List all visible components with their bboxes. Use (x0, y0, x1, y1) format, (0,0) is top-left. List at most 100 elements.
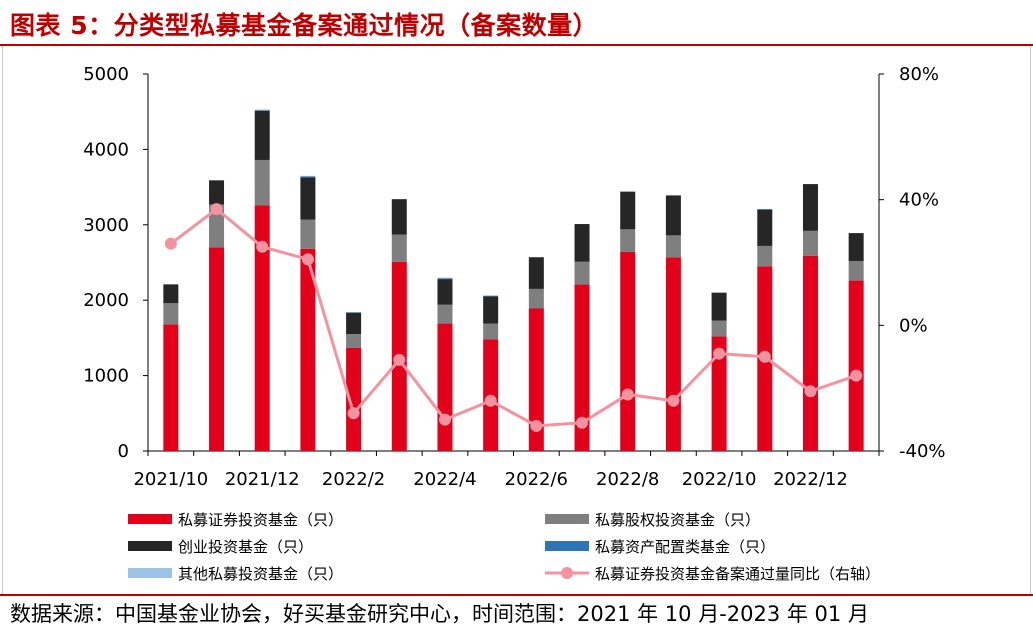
bar-segment-4 (254, 110, 270, 111)
legend-swatch (545, 514, 589, 524)
bar-segment-3 (483, 296, 499, 324)
yoy-point (210, 203, 223, 216)
legend-label: 私募证券投资基金（只） (178, 511, 343, 529)
left-axis-tick-label: 0 (118, 441, 129, 462)
bar-segment-5 (300, 175, 316, 177)
x-axis-tick-label: 2022/8 (596, 469, 659, 490)
yoy-point (301, 253, 314, 266)
bar-segment-1 (528, 308, 544, 451)
x-axis-tick-label: 2022/10 (682, 469, 757, 490)
bar-segment-1 (665, 257, 681, 451)
bar-segment-3 (346, 313, 362, 335)
yoy-point (347, 407, 360, 420)
yoy-point (667, 394, 680, 407)
bar-segment-1 (346, 347, 362, 451)
x-axis-tick-label: 2021/10 (133, 469, 208, 490)
legend-label: 私募证券投资基金备案通过量同比（右轴） (595, 565, 880, 583)
stacked-bar-chart: 0 1000 2000 3000 4000 5000 -40% 0% 40% 80% 2021/10… (83, 64, 946, 583)
legend-label: 创业投资基金（只） (178, 538, 313, 556)
yoy-point (164, 237, 177, 250)
yoy-point (850, 369, 863, 382)
bar-segment-3 (757, 209, 773, 246)
bar-segment-3 (209, 180, 225, 205)
bar-segment-5 (437, 277, 453, 279)
left-axis-tick-label: 5000 (83, 64, 129, 85)
bar-segment-4 (483, 295, 499, 297)
yoy-point (804, 385, 817, 398)
bar-segment-1 (711, 336, 727, 451)
left-axis-tick-label: 3000 (83, 215, 129, 236)
title-divider (0, 44, 1033, 46)
source-divider (0, 594, 1033, 596)
legend-label: 私募股权投资基金（只） (595, 511, 760, 529)
bar-segment-3 (848, 233, 864, 261)
x-axis-tick-label: 2022/2 (322, 469, 385, 490)
legend-swatch (128, 541, 172, 551)
right-axis-tick-label: 80% (899, 64, 939, 85)
bar-segment-3 (802, 184, 818, 231)
bar-segment-1 (300, 248, 316, 451)
bar-segment-1 (437, 323, 453, 451)
x-axis-tick-label: 2022/12 (773, 469, 848, 490)
bar-segment-3 (163, 284, 179, 304)
legend-swatch (128, 514, 172, 524)
yoy-point (758, 350, 771, 363)
bar-segment-2 (437, 304, 453, 324)
x-axis-tick-label: 2022/6 (505, 469, 568, 490)
bar-layer (163, 109, 864, 451)
yoy-line (169, 207, 857, 428)
bar-segment-3 (665, 195, 681, 236)
bar-segment-3 (300, 177, 316, 220)
bar-segment-4 (437, 278, 453, 280)
yoy-point (484, 394, 497, 407)
bar-segment-2 (802, 230, 818, 256)
source-note: 数据来源：中国基金业协会，好买基金研究中心，时间范围：2021 年 10 月-2… (10, 602, 869, 626)
bar-segment-3 (711, 292, 727, 321)
bar-segment-1 (620, 251, 636, 451)
yoy-point (713, 347, 726, 360)
bar-segment-2 (391, 234, 407, 262)
legend-swatch (545, 541, 589, 551)
legend-swatch-marker (561, 567, 573, 579)
bar-segment-2 (300, 219, 316, 249)
bar-segment-2 (163, 303, 179, 325)
bar-segment-2 (528, 288, 544, 309)
x-axis-tick-label: 2022/4 (413, 469, 476, 490)
bar-segment-4 (757, 208, 773, 210)
bar-segment-2 (209, 204, 225, 248)
frame-right-border (1030, 46, 1031, 594)
bar-segment-3 (254, 110, 270, 160)
left-axis-tick-label: 1000 (83, 366, 129, 387)
right-axis-tick-label: 0% (899, 315, 928, 336)
bar-segment-5 (254, 109, 270, 111)
bar-segment-2 (483, 323, 499, 340)
bar-segment-4 (346, 312, 362, 314)
frame-left-border (2, 46, 3, 594)
bar-segment-2 (346, 334, 362, 348)
legend-label: 私募资产配置类基金（只） (595, 538, 775, 556)
bar-segment-3 (574, 224, 590, 262)
bar-segment-2 (848, 260, 864, 281)
legend: 私募证券投资基金（只） 私募股权投资基金（只） 创业投资基金（只） 私募资产配置类基金… (128, 511, 880, 583)
bar-segment-3 (620, 191, 636, 230)
bar-segment-3 (391, 199, 407, 235)
bar-segment-1 (254, 205, 270, 451)
bar-segment-2 (254, 159, 270, 206)
bar-segment-2 (620, 229, 636, 252)
yoy-point (576, 416, 589, 429)
axes (143, 73, 884, 456)
chart-title: 图表 5：分类型私募基金备案通过情况（备案数量） (10, 11, 599, 40)
right-axis-tick-label: -40% (899, 441, 946, 462)
bar-segment-2 (711, 320, 727, 337)
yoy-point (621, 388, 634, 401)
right-axis-tick-label: 40% (899, 190, 939, 211)
left-axis-tick-label: 4000 (83, 139, 129, 160)
left-axis-tick-label: 2000 (83, 290, 129, 311)
bar-segment-4 (300, 176, 316, 178)
yoy-point (256, 240, 269, 253)
bar-segment-3 (528, 257, 544, 289)
bar-segment-1 (163, 324, 179, 451)
yoy-line-layer (164, 203, 863, 432)
bar-segment-2 (665, 235, 681, 258)
legend-swatch (128, 568, 172, 578)
